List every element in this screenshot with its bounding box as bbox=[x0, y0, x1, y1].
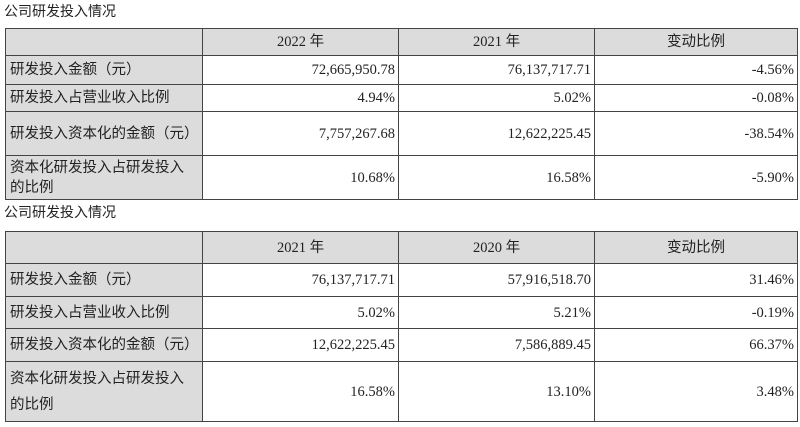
cell: 5.21% bbox=[398, 296, 595, 329]
cell: -38.54% bbox=[594, 111, 798, 156]
cell: 10.68% bbox=[202, 155, 399, 200]
cell: 7,586,889.45 bbox=[398, 328, 595, 362]
header-year-2020: 2020 年 bbox=[398, 231, 595, 264]
header-change: 变动比例 bbox=[594, 231, 798, 264]
header-year-2022: 2022 年 bbox=[202, 28, 399, 56]
cell: -0.08% bbox=[594, 84, 798, 112]
cell: 76,137,717.71 bbox=[398, 55, 595, 85]
table-row: 资本化研发投入占研发投入的比例 16.58% 13.10% 3.48% bbox=[5, 361, 798, 422]
cell: 3.48% bbox=[594, 361, 798, 422]
cell: 7,757,267.68 bbox=[202, 111, 399, 156]
table-row: 研发投入资本化的金额（元） 7,757,267.68 12,622,225.45… bbox=[5, 111, 798, 156]
row-label: 研发投入占营业收入比例 bbox=[5, 84, 203, 112]
cell: -0.19% bbox=[594, 296, 798, 329]
row-label: 研发投入金额（元） bbox=[5, 55, 203, 85]
cell: 13.10% bbox=[398, 361, 595, 422]
cell: -5.90% bbox=[594, 155, 798, 200]
cell: 16.58% bbox=[202, 361, 399, 422]
table-row: 研发投入金额（元） 76,137,717.71 57,916,518.70 31… bbox=[5, 263, 798, 297]
header-row: 2022 年 2021 年 变动比例 bbox=[5, 28, 798, 56]
table-row: 研发投入占营业收入比例 4.94% 5.02% -0.08% bbox=[5, 84, 798, 112]
table2-title: 公司研发投入情况 bbox=[4, 206, 116, 221]
rd-investment-table-2022: 2022 年 2021 年 变动比例 研发投入金额（元） 72,665,950.… bbox=[5, 28, 798, 200]
table1-title: 公司研发投入情况 bbox=[4, 5, 116, 20]
cell: 72,665,950.78 bbox=[202, 55, 399, 85]
cell: 5.02% bbox=[398, 84, 595, 112]
cell: 31.46% bbox=[594, 263, 798, 297]
row-label: 研发投入金额（元） bbox=[5, 263, 203, 297]
cell: 57,916,518.70 bbox=[398, 263, 595, 297]
row-label: 资本化研发投入占研发投入的比例 bbox=[5, 155, 203, 200]
cell: 76,137,717.71 bbox=[202, 263, 399, 297]
table-row: 研发投入资本化的金额（元） 12,622,225.45 7,586,889.45… bbox=[5, 328, 798, 362]
header-row: 2021 年 2020 年 变动比例 bbox=[5, 231, 798, 264]
table-row: 资本化研发投入占研发投入的比例 10.68% 16.58% -5.90% bbox=[5, 155, 798, 200]
cell: 16.58% bbox=[398, 155, 595, 200]
header-year-2021: 2021 年 bbox=[398, 28, 595, 56]
table-row: 研发投入占营业收入比例 5.02% 5.21% -0.19% bbox=[5, 296, 798, 329]
header-blank bbox=[5, 28, 203, 56]
cell: 4.94% bbox=[202, 84, 399, 112]
row-label: 资本化研发投入占研发投入的比例 bbox=[5, 361, 203, 422]
table-row: 研发投入金额（元） 72,665,950.78 76,137,717.71 -4… bbox=[5, 55, 798, 85]
rd-investment-table-2021: 2021 年 2020 年 变动比例 研发投入金额（元） 76,137,717.… bbox=[5, 231, 798, 422]
cell: 12,622,225.45 bbox=[398, 111, 595, 156]
row-label: 研发投入占营业收入比例 bbox=[5, 296, 203, 329]
cell: 12,622,225.45 bbox=[202, 328, 399, 362]
cell: 66.37% bbox=[594, 328, 798, 362]
row-label: 研发投入资本化的金额（元） bbox=[5, 111, 203, 156]
cell: 5.02% bbox=[202, 296, 399, 329]
header-year-2021: 2021 年 bbox=[202, 231, 399, 264]
row-label: 研发投入资本化的金额（元） bbox=[5, 328, 203, 362]
header-blank bbox=[5, 231, 203, 264]
header-change: 变动比例 bbox=[594, 28, 798, 56]
cell: -4.56% bbox=[594, 55, 798, 85]
